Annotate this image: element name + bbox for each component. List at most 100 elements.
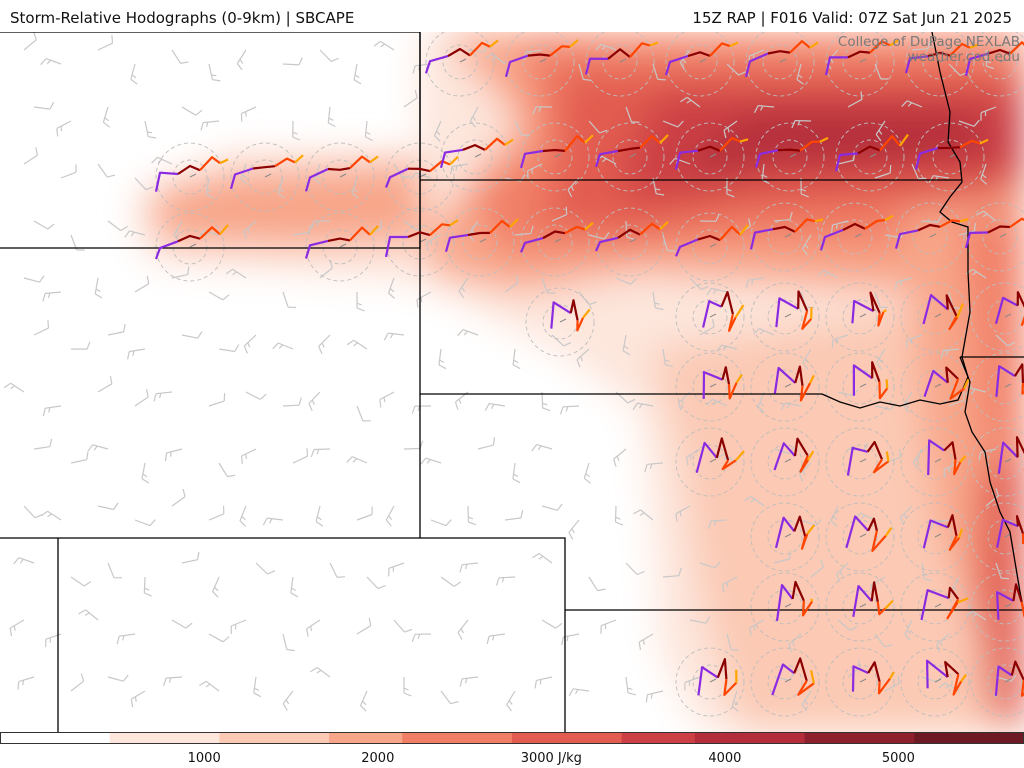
hodograph-segment: [369, 225, 379, 236]
hodograph-ring: [825, 282, 895, 352]
hodograph-segment: [1020, 679, 1024, 697]
hodograph: [674, 224, 749, 257]
hodograph: [995, 363, 1024, 397]
wind-barb: [134, 275, 150, 293]
hodograph-segment: [969, 43, 979, 49]
colorbar-segment: [621, 732, 659, 744]
wind-barb: [388, 562, 405, 577]
hodograph-segment: [744, 52, 769, 78]
hodograph-ring: [820, 202, 890, 272]
hodograph-segment: [943, 441, 957, 460]
hodograph-ring: [440, 122, 510, 192]
wind-barb: [568, 519, 580, 540]
hodograph-ring: [825, 32, 895, 97]
hodograph-segment: [509, 218, 519, 228]
wind-barb: [315, 505, 324, 527]
hodograph-segment: [449, 155, 459, 166]
colorbar-segment: [475, 732, 513, 744]
hodograph-segment: [789, 40, 811, 54]
hodograph-segment: [949, 378, 965, 400]
hodograph: [594, 134, 669, 168]
wind-barb: [874, 402, 896, 410]
hodograph: [702, 366, 743, 400]
colorbar-segment: [512, 732, 550, 744]
hodograph-segment: [904, 55, 929, 74]
wind-barb: [9, 619, 25, 637]
hodograph-segment: [914, 146, 939, 170]
hodograph-segment: [937, 146, 961, 150]
hodograph-segment: [806, 524, 816, 535]
wind-barb: [680, 96, 701, 108]
hodograph: [771, 657, 815, 696]
hodograph-segment: [797, 680, 815, 696]
wind-barb: [753, 327, 775, 336]
hodograph-ring: [520, 122, 590, 192]
hodograph-ring: [305, 212, 375, 282]
hodograph-segment: [1021, 533, 1024, 545]
wind-barbs-layer: [3, 32, 1017, 712]
wind-barb: [467, 505, 477, 526]
colorbar-segment: [768, 732, 806, 744]
hodograph-segment: [917, 223, 941, 232]
wind-barb: [699, 319, 715, 336]
hodograph: [775, 580, 814, 622]
wind-barb: [459, 562, 479, 573]
wind-barb: [385, 505, 395, 527]
hodograph-ring: [965, 202, 1024, 272]
hodograph-segment: [702, 300, 722, 328]
hodograph-segment: [793, 515, 807, 537]
hodograph-segment: [199, 226, 221, 240]
wind-barb: [588, 120, 608, 134]
hodograph: [744, 40, 819, 78]
hodograph-segment: [794, 218, 816, 233]
wind-barb: [411, 633, 432, 643]
wind-barb: [70, 341, 91, 350]
wind-barb: [976, 210, 997, 222]
wind-barb: [199, 680, 220, 692]
wind-barb: [3, 382, 25, 393]
hodograph-segment: [542, 148, 566, 153]
wind-barb: [356, 292, 365, 312]
hodograph-segment: [994, 665, 1013, 696]
wind-barb: [773, 211, 793, 222]
colorbar-segment: [658, 732, 696, 744]
hodograph-segment: [444, 233, 469, 253]
wind-barb: [613, 448, 627, 467]
hodograph: [664, 41, 739, 76]
wind-barb: [141, 462, 150, 484]
hodograph: [773, 365, 815, 402]
hodograph-segment: [959, 455, 967, 463]
hodograph-segment: [727, 382, 738, 400]
hodograph-segment: [715, 437, 730, 461]
hodograph: [923, 366, 970, 400]
wind-barb: [130, 63, 138, 85]
hodograph-segment: [799, 382, 811, 402]
colorbar-segment: [877, 732, 915, 744]
colorbar-segment: [182, 732, 221, 744]
hodograph-segment: [617, 228, 641, 239]
hodograph-segment: [995, 590, 1014, 620]
hodograph-ring: [595, 207, 665, 277]
wind-barb: [318, 334, 331, 354]
hodograph-ring: [155, 142, 225, 212]
hodograph: [754, 136, 829, 168]
hodograph-segment: [799, 140, 821, 152]
colorbar-segment: [109, 732, 147, 744]
wind-barb: [70, 451, 89, 464]
credit-organization: College of DuPage NEXLAB: [837, 34, 1020, 50]
colorbar-tick-label: 5000: [881, 751, 915, 766]
river-border: [959, 356, 1024, 613]
hodograph-segment: [939, 219, 961, 228]
hodograph-segment: [607, 48, 631, 60]
hodograph: [519, 134, 594, 169]
wind-barb: [745, 277, 765, 289]
hodograph-segment: [734, 304, 745, 318]
wind-barb: [675, 505, 691, 522]
wind-barb: [373, 40, 395, 51]
hodograph-ring: [745, 32, 815, 97]
wind-barb: [583, 462, 591, 484]
wind-barb: [486, 633, 506, 645]
wind-barb: [430, 519, 452, 527]
hodograph-segment: [720, 291, 734, 315]
wind-barb: [561, 633, 580, 646]
